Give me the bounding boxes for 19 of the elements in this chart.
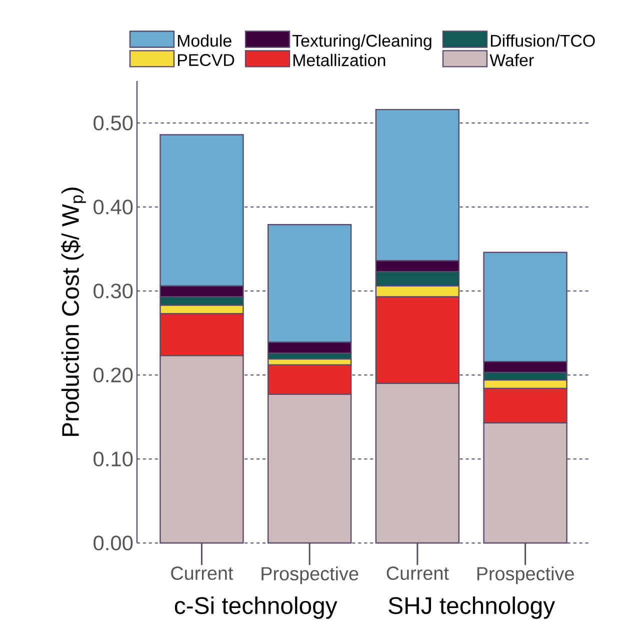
text: SHJ technology <box>388 596 555 619</box>
y-axis-title: Production Cost ($/ W$_{p}$) <box>61 188 86 436</box>
y-tick-label: 0.00 <box>94 536 133 550</box>
x-tick-label: Current <box>386 566 449 580</box>
y-tick-label: 0.50 <box>94 116 133 130</box>
y-tick-label: 0.10 <box>94 452 133 466</box>
legend-label: Wafer <box>490 54 534 66</box>
text: c-Si technology <box>174 596 338 619</box>
legend-label: Texturing/Cleaning <box>292 34 432 50</box>
y-tick-label: 0.40 <box>94 200 133 214</box>
legend-label: Metallization <box>294 54 386 66</box>
x-tick-label: Prospective <box>477 566 574 584</box>
legend-label: Module <box>178 34 232 47</box>
y-tick-label: 0.20 <box>94 368 133 382</box>
x-tick-label: Prospective <box>262 566 358 584</box>
legend-label: Diffusion/TCO <box>490 34 595 47</box>
x-tick-label: Current <box>171 566 234 580</box>
y-tick-label: 0.30 <box>94 284 133 298</box>
legend-label: PECVD <box>178 54 234 66</box>
